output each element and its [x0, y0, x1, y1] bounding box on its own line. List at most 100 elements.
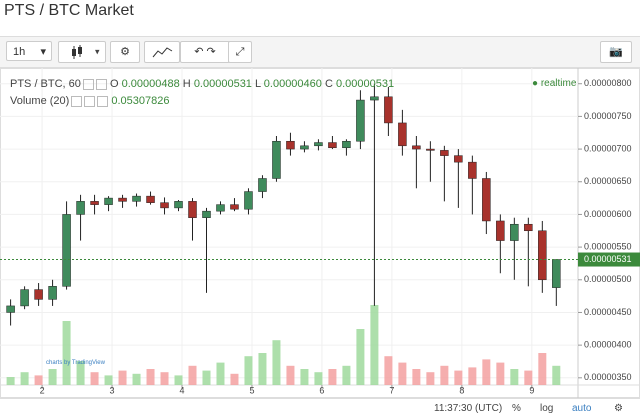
volume-bar: [188, 365, 197, 385]
dropdown-arrow: ▾: [40, 46, 46, 58]
settings-button[interactable]: ⚙: [110, 41, 140, 63]
volume-bar: [552, 365, 561, 385]
candle-icon: ▾: [72, 45, 100, 59]
volume-bar: [146, 369, 155, 385]
volume-value: 0.05307826: [111, 95, 170, 107]
candle-body: [146, 195, 155, 203]
volume-bar: [104, 375, 113, 385]
clock: 11:37:30 (UTC): [434, 403, 503, 414]
y-tick-label: 0.00000800: [584, 78, 632, 88]
settings-gear[interactable]: ⚙: [614, 403, 623, 414]
candle-body: [440, 150, 449, 156]
candle-body: [48, 286, 57, 300]
candle-body: [300, 145, 309, 150]
ohlc-key: C: [324, 78, 333, 90]
volume-bar: [440, 365, 449, 385]
indicator-icon: [152, 47, 173, 58]
volume-bar: [90, 372, 99, 385]
candle-body: [202, 210, 211, 218]
volume-bar: [76, 361, 85, 385]
candle-body: [454, 155, 463, 163]
volume-bar: [328, 369, 337, 385]
percent-toggle[interactable]: %: [512, 403, 521, 414]
candle-body: [216, 204, 225, 212]
volume-bar: [300, 369, 309, 385]
watermark[interactable]: charts by TradingView: [46, 360, 105, 366]
candle-body: [384, 96, 393, 124]
x-tick-label: 6: [319, 385, 324, 395]
ohlc-key: H: [182, 78, 191, 90]
candle-body: [412, 145, 421, 150]
interval-button[interactable]: 1h ▾: [6, 41, 52, 61]
volume-bar: [118, 370, 127, 385]
undo-redo-button[interactable]: ↶ ↷: [180, 41, 230, 63]
y-tick-label: 0.00000750: [584, 111, 632, 121]
volume-bar: [524, 370, 533, 385]
candle-body: [328, 142, 337, 149]
chart-style-button[interactable]: ▾: [58, 41, 106, 63]
fullscreen-button[interactable]: ⤢: [228, 41, 252, 63]
volume-bar: [6, 377, 15, 385]
snapshot-button[interactable]: 📷: [600, 41, 632, 63]
interval-label: 1h: [13, 46, 26, 58]
symbol: PTS / BTC, 60: [10, 78, 81, 90]
volume-bar: [34, 375, 43, 385]
volume-bar: [202, 370, 211, 385]
svg-text:▾: ▾: [95, 46, 100, 56]
y-tick-label: 0.00000600: [584, 209, 632, 219]
candle-body: [524, 223, 533, 232]
volume-bar: [314, 372, 323, 385]
candle-body: [272, 140, 281, 179]
indicators-button[interactable]: [144, 41, 180, 63]
candle-body: [356, 99, 365, 142]
volume-bar: [398, 362, 407, 385]
candle-body: [482, 178, 491, 222]
volume-bar: [244, 356, 253, 385]
volume-bar: [62, 321, 71, 385]
x-tick-label: 9: [529, 385, 534, 395]
y-tick-label: 0.00000450: [584, 307, 632, 317]
x-tick-label: 4: [179, 385, 184, 395]
y-tick-label: 0.00000550: [584, 241, 632, 251]
volume-bar: [20, 372, 29, 385]
x-tick-label: 3: [110, 385, 115, 395]
volume-bar: [510, 369, 519, 385]
candle-body: [398, 122, 407, 147]
candle-body: [230, 204, 239, 210]
auto-toggle[interactable]: auto: [572, 403, 592, 414]
candle-body: [90, 201, 99, 205]
volume-bar: [272, 340, 281, 385]
volume-legend: Volume (20) 0.05307826: [10, 95, 170, 107]
toolbar: 1h ▾ ▾ ⚙ ↶ ↷ ⤢ 📷: [0, 36, 640, 68]
log-toggle[interactable]: log: [540, 403, 554, 414]
candle-body: [118, 197, 127, 202]
candle-body: [104, 197, 113, 205]
candle-body: [62, 214, 71, 287]
ohlc-value: 0.00000488: [121, 78, 180, 90]
y-tick-label: 0.00000650: [584, 176, 632, 186]
ohlc-value: 0.00000531: [335, 78, 395, 90]
candle-body: [76, 201, 85, 215]
y-tick-label: 0.00000500: [584, 274, 632, 284]
volume-bar: [454, 370, 463, 385]
candle-body: [426, 148, 435, 151]
volume-bar: [342, 365, 351, 385]
volume-name: Volume (20): [10, 95, 70, 107]
volume-bar: [356, 329, 365, 385]
candle-body: [286, 140, 295, 150]
volume-bar: [160, 372, 169, 385]
x-tick-label: 7: [389, 385, 394, 395]
volume-bar: [412, 369, 421, 385]
status-text: realtime: [540, 78, 577, 89]
candle-body: [6, 305, 15, 313]
candle-body: [342, 140, 351, 149]
y-tick-label: 0.00000400: [584, 340, 632, 350]
x-tick-label: 2: [40, 385, 45, 395]
volume-bar: [48, 369, 57, 385]
volume-bar: [496, 362, 505, 385]
y-tick-label: 0.00000350: [584, 372, 632, 382]
candle-body: [370, 96, 379, 101]
volume-bar: [174, 375, 183, 385]
